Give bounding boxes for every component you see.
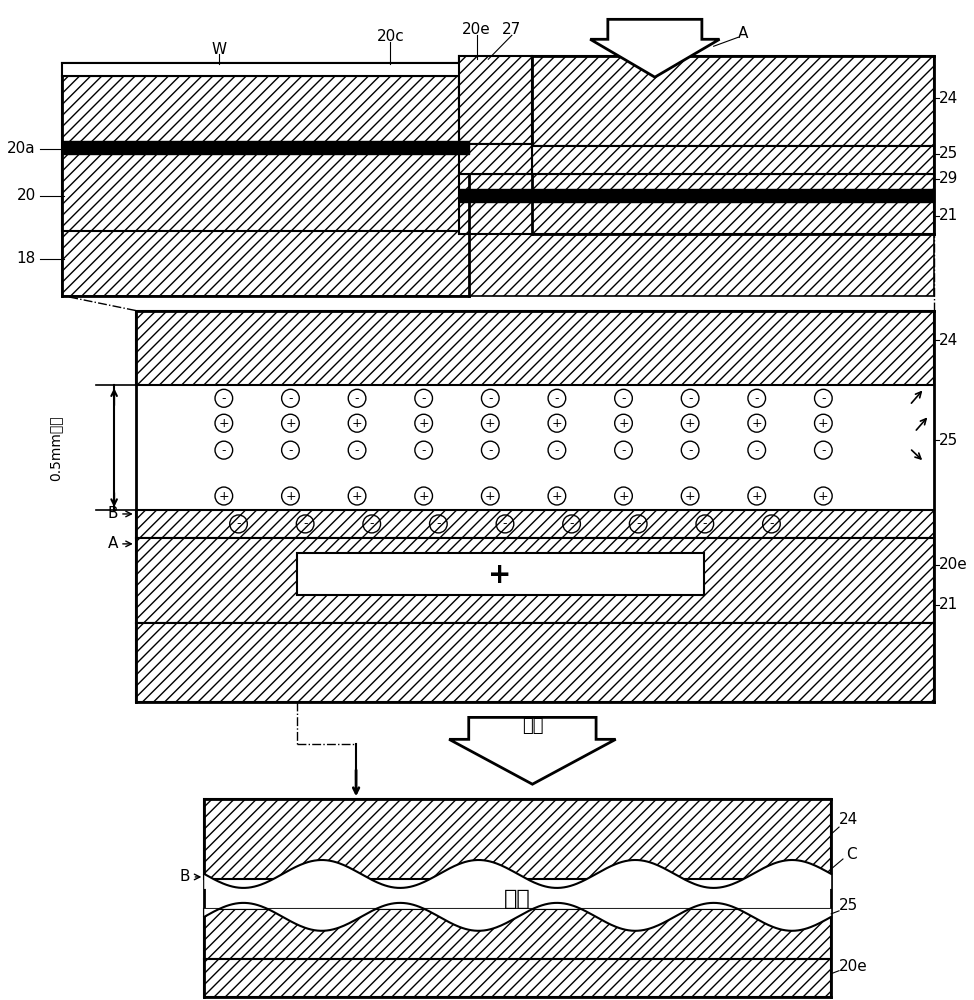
Text: 20a: 20a <box>7 141 36 156</box>
Text: +: + <box>488 561 511 589</box>
Bar <box>135 385 934 510</box>
Text: +: + <box>485 417 496 430</box>
Text: -: - <box>369 517 374 530</box>
Text: 20e: 20e <box>839 959 868 974</box>
Text: +: + <box>485 490 496 503</box>
Text: -: - <box>288 392 293 405</box>
Text: 薄片: 薄片 <box>505 889 531 909</box>
Text: +: + <box>618 417 629 430</box>
Text: 20c: 20c <box>377 29 404 44</box>
Bar <box>135 510 934 538</box>
Text: -: - <box>554 392 559 405</box>
Text: +: + <box>751 490 762 503</box>
Text: -: - <box>554 444 559 457</box>
Text: -: - <box>570 517 574 530</box>
Text: +: + <box>285 490 296 503</box>
Text: 21: 21 <box>939 597 958 612</box>
Text: 20: 20 <box>17 188 36 203</box>
Text: +: + <box>352 490 362 503</box>
Text: 29: 29 <box>939 171 958 186</box>
Text: -: - <box>688 444 693 457</box>
Bar <box>533 56 934 146</box>
Text: 20e: 20e <box>939 557 968 572</box>
Text: 24: 24 <box>939 91 958 106</box>
Bar <box>205 959 831 997</box>
Text: -: - <box>422 444 426 457</box>
Bar <box>62 231 934 296</box>
Text: 20e: 20e <box>463 22 491 37</box>
Text: +: + <box>285 417 296 430</box>
Text: B: B <box>179 869 190 884</box>
Text: +: + <box>419 417 429 430</box>
Text: 18: 18 <box>17 251 36 266</box>
Text: 24: 24 <box>939 333 958 348</box>
Text: 21: 21 <box>939 208 958 223</box>
Text: A: A <box>738 26 748 41</box>
Text: -: - <box>636 517 641 530</box>
Text: -: - <box>355 444 359 457</box>
Bar <box>62 141 468 154</box>
Text: 0.5mm以下: 0.5mm以下 <box>49 415 62 481</box>
Bar <box>533 146 934 174</box>
Text: -: - <box>503 517 507 530</box>
Text: -: - <box>221 444 226 457</box>
Text: -: - <box>769 517 773 530</box>
Text: +: + <box>551 417 562 430</box>
Text: A: A <box>108 536 118 551</box>
Bar <box>62 76 468 231</box>
Text: +: + <box>818 490 829 503</box>
Text: W: W <box>211 42 227 57</box>
Text: 按压: 按压 <box>522 717 543 735</box>
Text: -: - <box>221 392 226 405</box>
Bar <box>205 799 831 879</box>
Polygon shape <box>590 19 720 77</box>
Bar <box>135 311 934 385</box>
Text: +: + <box>685 490 695 503</box>
Text: -: - <box>755 444 759 457</box>
Text: +: + <box>419 490 429 503</box>
Text: +: + <box>218 490 229 503</box>
Text: -: - <box>355 392 359 405</box>
Text: -: - <box>288 444 293 457</box>
Bar <box>459 144 533 174</box>
Text: -: - <box>488 392 493 405</box>
Text: -: - <box>702 517 707 530</box>
Text: -: - <box>303 517 308 530</box>
Text: -: - <box>688 392 693 405</box>
Text: +: + <box>618 490 629 503</box>
Text: +: + <box>218 417 229 430</box>
Bar <box>459 189 934 202</box>
Polygon shape <box>449 717 616 784</box>
Bar <box>459 174 934 234</box>
Text: +: + <box>352 417 362 430</box>
Bar <box>205 909 831 959</box>
Text: -: - <box>436 517 440 530</box>
Text: 27: 27 <box>503 22 521 37</box>
Bar <box>135 538 934 623</box>
Text: 24: 24 <box>839 812 858 827</box>
Text: -: - <box>422 392 426 405</box>
Text: -: - <box>237 517 241 530</box>
Text: 25: 25 <box>839 898 858 913</box>
Text: -: - <box>621 392 625 405</box>
Text: C: C <box>845 847 856 862</box>
Bar <box>297 553 704 595</box>
Bar <box>459 56 533 144</box>
Text: 25: 25 <box>939 433 958 448</box>
Text: +: + <box>751 417 762 430</box>
Text: -: - <box>488 444 493 457</box>
Bar <box>62 63 468 76</box>
Bar <box>135 623 934 702</box>
Text: -: - <box>621 444 625 457</box>
Text: +: + <box>551 490 562 503</box>
Text: 25: 25 <box>939 146 958 161</box>
Text: -: - <box>755 392 759 405</box>
Text: -: - <box>821 444 826 457</box>
Text: -: - <box>821 392 826 405</box>
Text: +: + <box>818 417 829 430</box>
Text: B: B <box>107 506 118 521</box>
Text: +: + <box>685 417 695 430</box>
